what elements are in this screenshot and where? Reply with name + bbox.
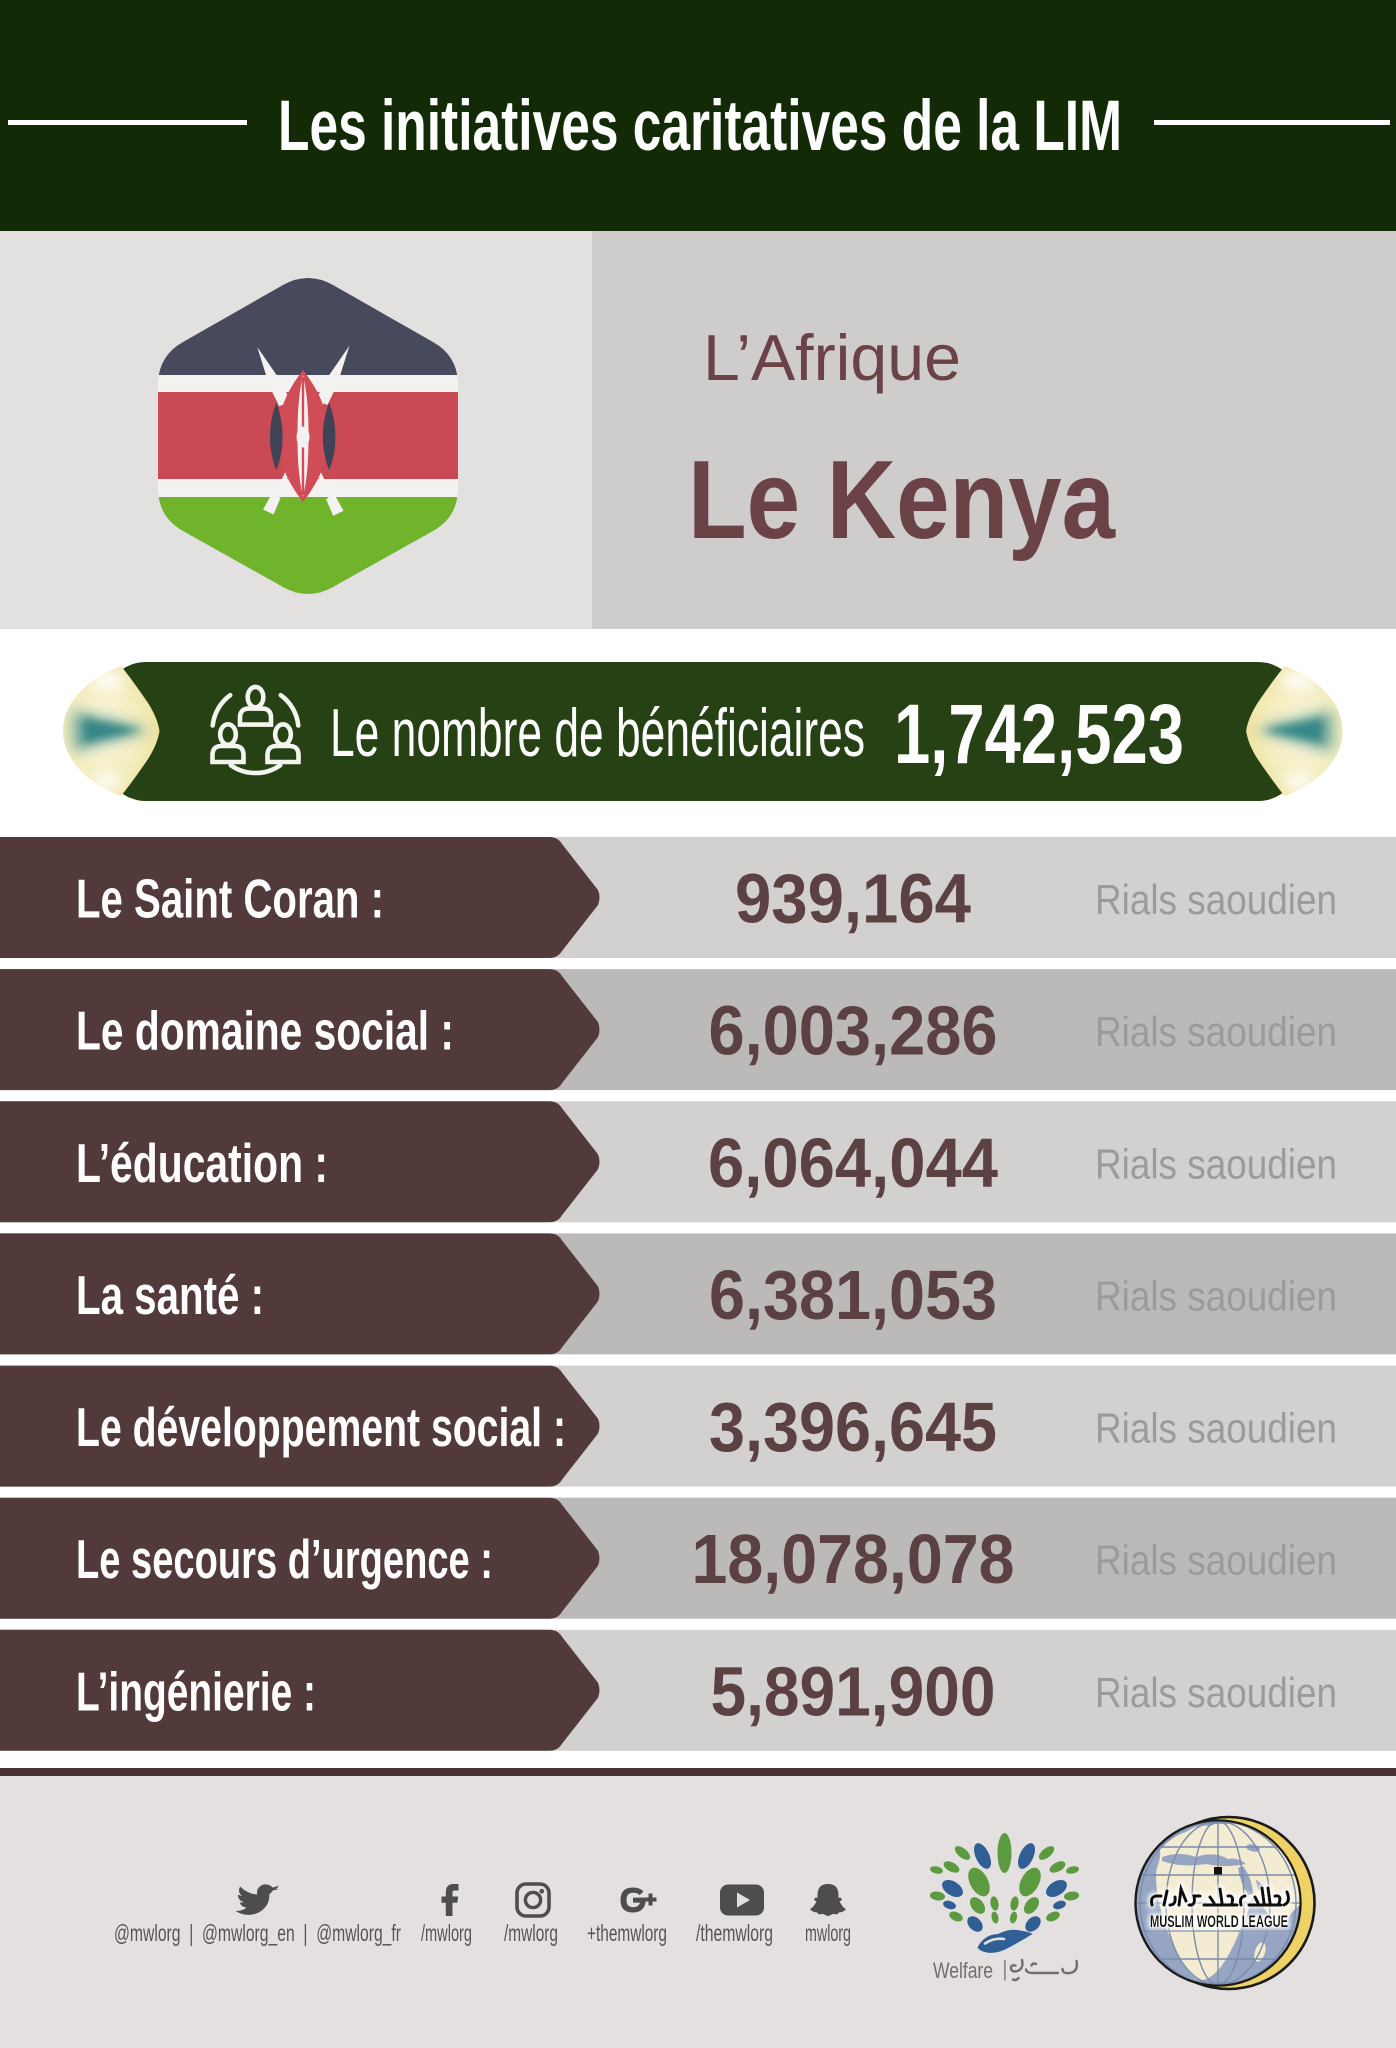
svg-text:18,078,078: 18,078,078	[692, 1520, 1015, 1598]
svg-text:L’Afrique: L’Afrique	[703, 321, 961, 394]
svg-text:Le secours d’urgence :: Le secours d’urgence :	[76, 1528, 493, 1590]
svg-text:Rials saoudien: Rials saoudien	[1095, 876, 1337, 923]
svg-text:Welfare: Welfare	[933, 1958, 993, 1983]
svg-text:6,381,053: 6,381,053	[709, 1256, 997, 1334]
svg-text:/mwlorg: /mwlorg	[504, 1920, 558, 1946]
svg-text:Rials saoudien: Rials saoudien	[1095, 1008, 1337, 1055]
svg-text:L’ingénierie :: L’ingénierie :	[76, 1660, 316, 1722]
svg-text:|: |	[1002, 1956, 1008, 1981]
svg-text:5,891,900: 5,891,900	[711, 1652, 996, 1730]
svg-text:1,742,523: 1,742,523	[894, 687, 1184, 781]
svg-text:939,164: 939,164	[735, 860, 971, 938]
svg-text:3,396,645: 3,396,645	[709, 1388, 997, 1466]
svg-text:6,003,286: 6,003,286	[709, 992, 998, 1070]
svg-text:Rials saoudien: Rials saoudien	[1095, 1405, 1337, 1452]
svg-text:Le nombre de bénéficiaires: Le nombre de bénéficiaires	[330, 695, 865, 771]
svg-text:@mwlorg | @mwlorg_en | @mw: @mwlorg | @mwlorg_en | @mwlorg_fr	[114, 1920, 401, 1946]
svg-text:Rials saoudien: Rials saoudien	[1095, 1669, 1337, 1716]
svg-text:6,064,044: 6,064,044	[708, 1124, 998, 1202]
svg-text:Le Saint Coran :: Le Saint Coran :	[76, 868, 384, 930]
svg-text:Rials saoudien: Rials saoudien	[1095, 1537, 1337, 1584]
svg-text:Rials saoudien: Rials saoudien	[1095, 1272, 1337, 1319]
svg-text:mwlorg: mwlorg	[805, 1920, 851, 1946]
svg-text:Les initiatives caritatives de: Les initiatives caritatives de la LIM	[278, 87, 1122, 166]
svg-text:Le développement social :: Le développement social :	[76, 1396, 566, 1458]
svg-text:Le domaine social :: Le domaine social :	[76, 1000, 454, 1062]
svg-text:Rials saoudien: Rials saoudien	[1095, 1140, 1337, 1187]
svg-text:/themwlorg: /themwlorg	[696, 1920, 773, 1946]
svg-text:La santé :: La santé :	[76, 1264, 264, 1326]
svg-text:/mwlorg: /mwlorg	[421, 1920, 472, 1946]
svg-text:L’éducation :: L’éducation :	[76, 1132, 328, 1194]
svg-text:MUSLIM WORLD LEAGUE: MUSLIM WORLD LEAGUE	[1150, 1912, 1288, 1931]
svg-text:+themwlorg: +themwlorg	[587, 1920, 667, 1946]
svg-text:Le Kenya: Le Kenya	[688, 438, 1116, 562]
